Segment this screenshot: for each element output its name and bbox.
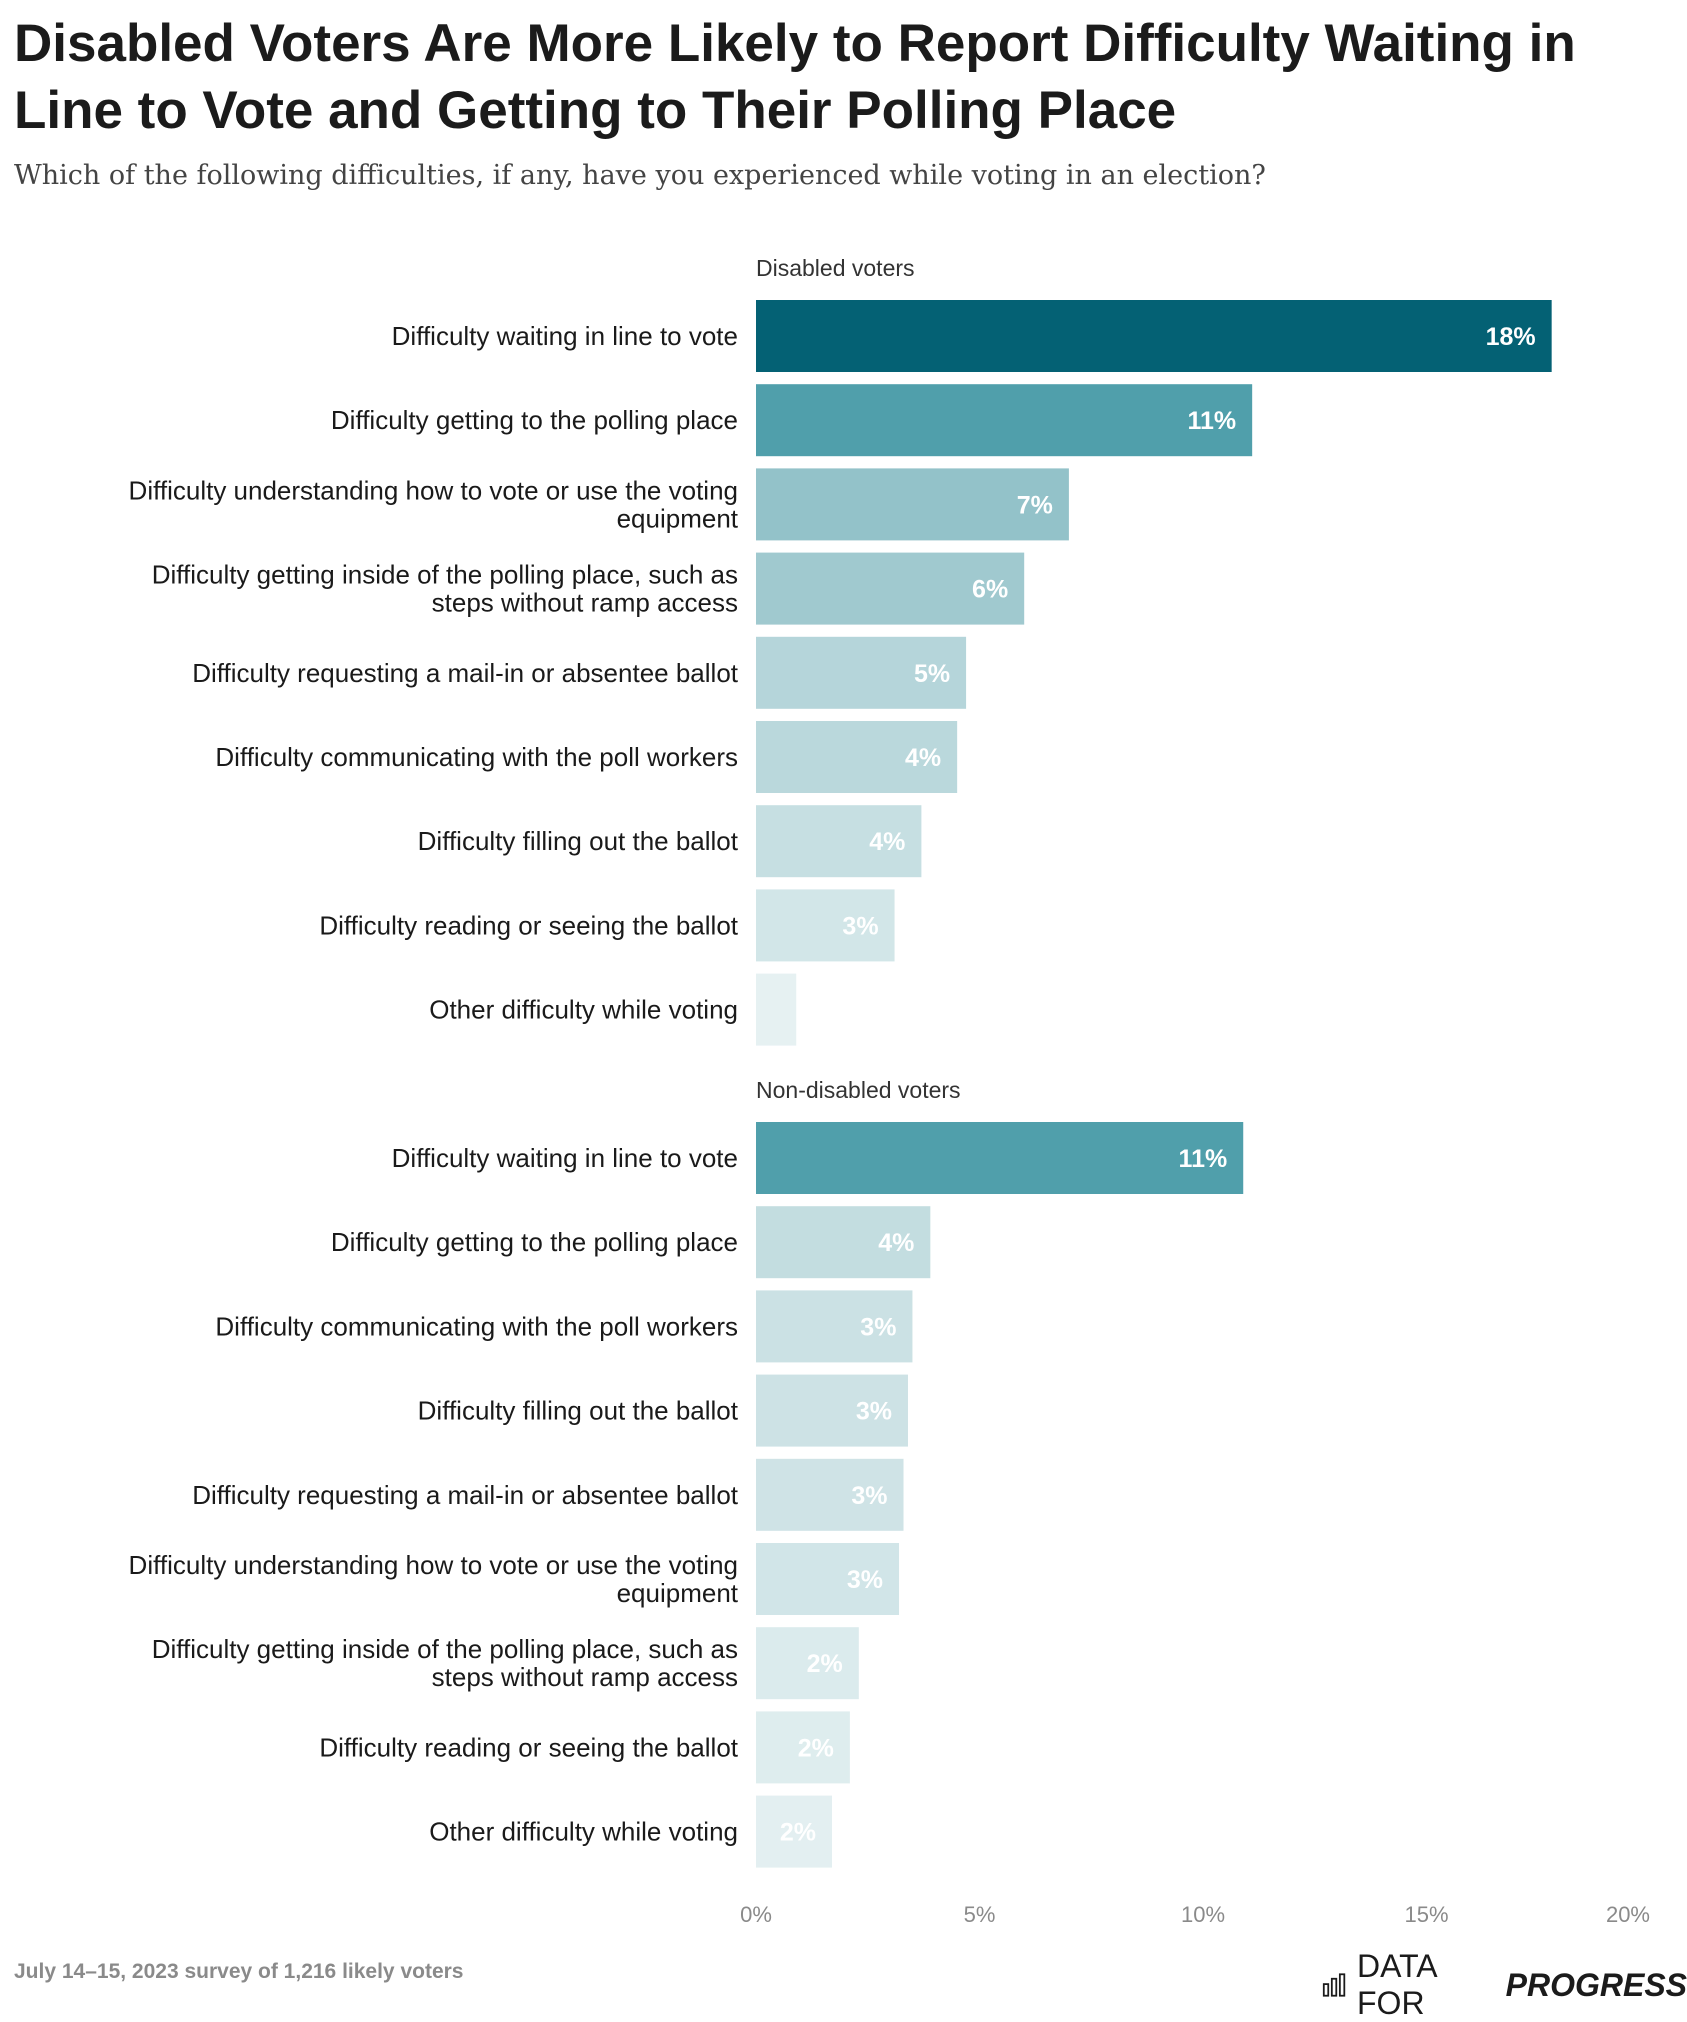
data-label: 3% [842,912,878,940]
data-label: 2% [807,1650,843,1678]
panel-title: Disabled voters [756,255,915,281]
category-label: Difficulty getting to the polling place [331,405,738,435]
bar [756,636,967,709]
data-label: 6% [972,576,1008,604]
category-label: Difficulty filling out the ballot [418,826,739,856]
bar [756,468,1069,541]
category-label: Difficulty understanding how to vote or … [129,475,738,505]
category-label: Difficulty requesting a mail-in or absen… [192,1480,739,1510]
data-label: 3% [856,1398,892,1426]
bar [756,1795,832,1868]
category-label: Difficulty getting inside of the polling… [152,1634,738,1664]
bar [756,1458,904,1531]
data-label: 3% [851,1482,887,1510]
data-label: 7% [1017,491,1053,519]
category-label: equipment [617,503,739,533]
bar [756,889,895,962]
data-label: 4% [878,1229,914,1257]
category-label: Difficulty reading or seeing the ballot [319,1732,738,1762]
bar [756,805,922,878]
bar-chart-icon [1322,1973,1346,1997]
data-label: 3% [847,1566,883,1594]
category-label: Difficulty getting inside of the polling… [152,560,738,590]
bar [756,1290,913,1363]
bar [756,1374,908,1447]
bar [756,552,1025,625]
x-tick-label: 20% [1606,1902,1650,1927]
category-label: steps without ramp access [432,588,738,618]
category-label: Other difficulty while voting [429,995,738,1025]
data-label: 11% [1187,407,1236,435]
category-label: Other difficulty while voting [429,1817,738,1847]
category-label: Difficulty communicating with the poll w… [215,742,738,772]
category-label: steps without ramp access [432,1662,738,1692]
x-tick-label: 15% [1404,1902,1448,1927]
x-tick-label: 0% [740,1902,772,1927]
x-tick-label: 5% [964,1902,996,1927]
bar [756,1711,850,1784]
bar [756,300,1552,372]
category-label: Difficulty communicating with the poll w… [215,1311,738,1341]
panel-title: Non-disabled voters [756,1077,961,1103]
brand-text-regular: DATA FOR [1357,1948,1436,2021]
category-label: Difficulty waiting in line to vote [392,321,738,351]
data-label: 5% [914,660,950,688]
category-label: Difficulty getting to the polling place [331,1227,738,1257]
data-label: 2% [780,1819,816,1847]
brand-text-bold: PROGRESS [1505,1966,1687,2003]
bar [756,384,1253,457]
data-label: 2% [798,1734,834,1762]
bar [756,1206,931,1279]
bar [756,1627,859,1700]
data-label: 4% [905,744,941,772]
bar [756,721,958,793]
category-label: Difficulty understanding how to vote or … [129,1550,738,1580]
category-label: Difficulty reading or seeing the ballot [319,910,738,940]
bar-chart: Disabled voters 18% Difficulty waiting in … [129,255,1650,1927]
bar [756,1543,900,1615]
data-label: 11% [1179,1145,1228,1173]
category-label: Difficulty requesting a mail-in or absen… [192,658,739,688]
survey-note: July 14–15, 2023 survey of 1,216 likely … [14,1960,464,1983]
bar [756,1122,1244,1194]
x-tick-label: 10% [1181,1902,1225,1927]
bar [756,973,797,1046]
data-label: 4% [869,828,905,856]
data-label: 18% [1486,323,1536,351]
chart-title: Disabled Voters Are More Likely to Repor… [14,14,1576,140]
category-label: Difficulty waiting in line to vote [392,1143,738,1173]
category-label: equipment [617,1578,739,1608]
chart-subtitle: Which of the following difficulties, if … [14,160,1266,191]
brand-logo: DATA FOR PROGRESS [1322,1948,1687,2022]
data-label: 3% [860,1313,896,1341]
category-label: Difficulty filling out the ballot [418,1396,739,1426]
